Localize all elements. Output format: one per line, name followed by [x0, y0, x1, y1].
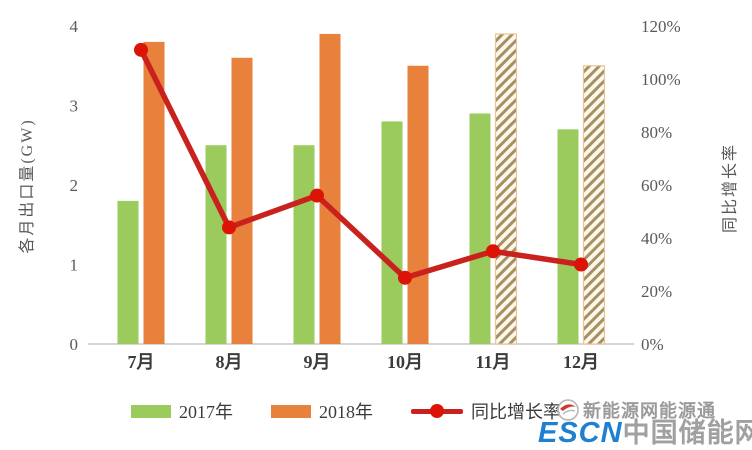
- bar-2017年-9月: [293, 145, 315, 344]
- bar-2017年-7月: [117, 200, 139, 344]
- left-axis-tick: 2: [70, 176, 79, 195]
- bar-2018年-9月: [319, 33, 341, 344]
- right-axis-tick: 60%: [641, 176, 672, 195]
- x-axis-label-11月: 11月: [475, 352, 510, 372]
- left-axis-title: 各月出口量(GW): [19, 118, 36, 254]
- bar-2018年-10月: [407, 65, 429, 344]
- right-axis-tick: 20%: [641, 282, 672, 301]
- watermark-brand: ESCN中国储能网: [538, 411, 752, 450]
- growth-point-11月: [486, 244, 500, 259]
- growth-point-10月: [398, 270, 412, 285]
- watermark-logo-icon: [557, 399, 579, 421]
- watermark-source: 新能源网能源通: [556, 397, 716, 423]
- legend-label-2017: 2017年: [179, 402, 233, 422]
- x-axis-label-9月: 9月: [304, 352, 331, 372]
- legend-label-growth: 同比增长率: [471, 402, 561, 422]
- right-axis-tick: 0%: [641, 335, 664, 354]
- bar-2018年-8月: [231, 57, 253, 345]
- right-axis-tick: 100%: [641, 70, 681, 89]
- left-axis-tick: 0: [70, 335, 79, 354]
- right-axis-tick: 80%: [641, 123, 672, 142]
- right-axis-tick: 40%: [641, 229, 672, 248]
- left-axis-tick: 3: [70, 97, 79, 116]
- x-axis-label-7月: 7月: [128, 352, 155, 372]
- right-axis-tick: 120%: [641, 17, 681, 36]
- bar-2018年-11月: [494, 33, 518, 345]
- growth-point-9月: [310, 188, 324, 203]
- bar-2018年-12月: [582, 65, 606, 345]
- bar-2017年-10月: [381, 121, 403, 345]
- legend-label-2018: 2018年: [319, 402, 373, 422]
- bar-2017年-11月: [469, 113, 491, 344]
- legend-line-dot-icon: [411, 404, 463, 418]
- growth-point-12月: [574, 257, 588, 272]
- x-axis-label-8月: 8月: [216, 352, 243, 372]
- watermark-brand-escn: ESCN: [538, 417, 623, 449]
- x-axis-label-12月: 12月: [563, 352, 599, 372]
- bar-2018年-7月: [143, 41, 165, 345]
- watermark-source-text: 新能源网能源通: [583, 401, 716, 421]
- growth-point-8月: [222, 220, 236, 235]
- legend-swatch-2017-icon: [131, 404, 171, 418]
- bar-2017年-8月: [205, 145, 227, 344]
- left-axis-tick: 4: [70, 17, 79, 36]
- legend-item-growth: 同比增长率: [411, 398, 561, 424]
- chart-legend: 2017年 2018年 同比增长率: [0, 398, 692, 424]
- growth-point-7月: [134, 42, 148, 57]
- watermark-brand-cn: 中国储能网: [622, 418, 752, 448]
- right-axis-title: 同比增长率: [722, 142, 739, 234]
- left-axis-tick: 1: [70, 256, 79, 275]
- legend-swatch-2018-icon: [271, 404, 311, 418]
- bar-2017年-12月: [557, 129, 579, 344]
- x-axis-label-10月: 10月: [387, 352, 423, 372]
- growth-line: [138, 47, 584, 281]
- legend-item-2018: 2018年: [271, 398, 373, 424]
- legend-item-2017: 2017年: [131, 398, 233, 424]
